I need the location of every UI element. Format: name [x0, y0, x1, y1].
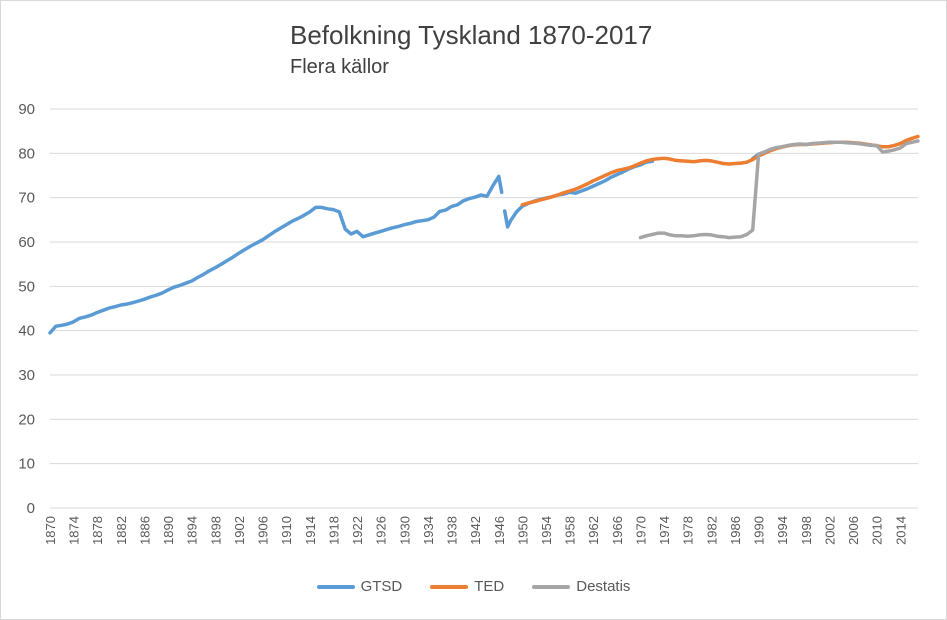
x-tick-label: 1894	[185, 516, 200, 545]
x-tick-label: 1938	[445, 516, 460, 545]
legend-item-destatis: Destatis	[532, 578, 630, 595]
x-tick-label: 2010	[870, 516, 885, 545]
x-tick-label: 1914	[303, 516, 318, 545]
x-tick-label: 1962	[586, 516, 601, 545]
x-tick-label: 1966	[610, 516, 625, 545]
x-tick-label: 1930	[397, 516, 412, 545]
y-tick-label: 70	[18, 190, 35, 207]
x-tick-label: 1978	[681, 516, 696, 545]
x-tick-label: 1906	[256, 516, 271, 545]
x-tick-label: 1878	[90, 516, 105, 545]
x-tick-label: 1918	[326, 516, 341, 545]
y-tick-label: 60	[18, 234, 35, 251]
x-tick-label: 1954	[539, 516, 554, 545]
series-line-gtsd	[502, 159, 655, 229]
x-tick-label: 1990	[752, 516, 767, 545]
x-tick-label: 2014	[893, 516, 908, 545]
y-tick-label: 0	[27, 500, 35, 517]
x-tick-label: 1970	[633, 516, 648, 545]
x-tick-label: 1958	[563, 516, 578, 545]
x-tick-label: 1982	[704, 516, 719, 545]
legend-item-gtsd: GTSD	[316, 578, 403, 595]
x-tick-label: 1882	[114, 516, 129, 545]
x-tick-label: 1926	[374, 516, 389, 545]
x-tick-label: 1922	[350, 516, 365, 545]
legend: GTSD TED Destatis	[0, 578, 947, 595]
x-tick-label: 1902	[232, 516, 247, 545]
legend-label: TED	[474, 578, 505, 595]
y-tick-label: 80	[18, 145, 35, 162]
x-tick-label: 1974	[657, 516, 672, 545]
x-tick-label: 1998	[799, 516, 814, 545]
legend-swatch	[532, 584, 571, 589]
chart-subtitle: Flera källor	[290, 56, 389, 78]
legend-swatch	[430, 584, 469, 589]
chart-title: Befolkning Tyskland 1870-2017	[290, 20, 653, 50]
x-tick-label: 1870	[43, 516, 58, 545]
legend-item-ted: TED	[430, 578, 504, 595]
x-tick-label: 1890	[161, 516, 176, 545]
y-tick-label: 10	[18, 456, 35, 473]
x-tick-label: 1934	[421, 516, 436, 545]
legend-label: Destatis	[576, 578, 631, 595]
y-tick-label: 90	[18, 101, 35, 118]
x-tick-label: 1898	[208, 516, 223, 545]
x-tick-label: 1986	[728, 516, 743, 545]
x-tick-label: 1994	[775, 516, 790, 545]
x-tick-label: 1950	[515, 516, 530, 545]
y-tick-label: 30	[18, 367, 35, 384]
x-tick-label: 1874	[67, 516, 82, 545]
x-tick-label: 1942	[468, 516, 483, 545]
x-tick-label: 1910	[279, 516, 294, 545]
series-line-gtsd	[48, 174, 504, 335]
legend-swatch	[316, 584, 355, 589]
y-tick-label: 40	[18, 323, 35, 340]
series-line-destatis	[638, 139, 920, 240]
y-tick-label: 20	[18, 411, 35, 428]
y-tick-label: 50	[18, 278, 35, 295]
x-tick-label: 2002	[822, 516, 837, 545]
x-tick-label: 2006	[846, 516, 861, 545]
x-tick-label: 1946	[492, 516, 507, 545]
legend-label: GTSD	[360, 578, 403, 595]
x-tick-label: 1886	[137, 516, 152, 545]
series-line-ted	[520, 134, 920, 207]
